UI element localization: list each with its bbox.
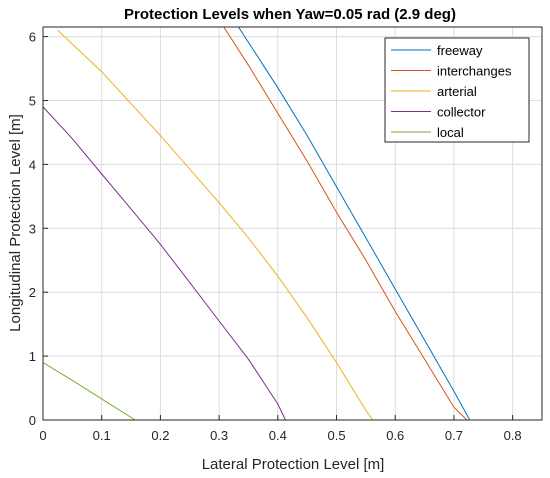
legend-label-local: local xyxy=(437,125,464,140)
legend-label-arterial: arterial xyxy=(437,84,477,99)
plot-area xyxy=(43,27,471,420)
y-tick-label: 3 xyxy=(29,221,36,236)
y-tick-label: 1 xyxy=(29,349,36,364)
y-tick-label: 6 xyxy=(29,30,36,45)
x-tick-label: 0.5 xyxy=(327,428,345,443)
legend-label-collector: collector xyxy=(437,105,486,120)
legend: freeway interchanges arterial collector loca… xyxy=(384,37,530,143)
x-tick-label: 0 xyxy=(39,428,46,443)
series-line-freeway xyxy=(238,27,471,420)
y-tick-label: 5 xyxy=(29,93,36,108)
series-line-collector xyxy=(43,106,286,420)
ticks: 0 0.1 0.2 0.3 0.4 0.5 0.6 0.7 0.8 0 1 2 3 4 5 6 xyxy=(29,30,522,443)
y-tick-label: 2 xyxy=(29,285,36,300)
axes-box xyxy=(42,26,543,421)
series-line-interchanges xyxy=(223,27,468,420)
chart-title: Protection Levels when Yaw=0.05 rad (2.9… xyxy=(124,6,456,23)
x-tick-label: 0.8 xyxy=(504,428,522,443)
legend-box xyxy=(384,37,530,143)
x-tick-label: 0.4 xyxy=(269,428,287,443)
series-line-local xyxy=(43,362,136,420)
x-tick-label: 0.3 xyxy=(210,428,228,443)
x-tick-label: 0.7 xyxy=(445,428,463,443)
y-axis-label: Longitudinal Protection Level [m] xyxy=(7,114,24,332)
y-tick-label: 4 xyxy=(29,157,36,172)
x-tick-label: 0.2 xyxy=(151,428,169,443)
x-axis-label: Lateral Protection Level [m] xyxy=(202,456,385,473)
legend-label-freeway: freeway xyxy=(437,43,483,58)
x-tick-label: 0.6 xyxy=(386,428,404,443)
grid xyxy=(42,27,542,421)
series-line-arterial xyxy=(57,29,374,420)
y-tick-label: 0 xyxy=(29,413,36,428)
x-tick-label: 0.1 xyxy=(93,428,111,443)
legend-label-interchanges: interchanges xyxy=(437,64,512,79)
